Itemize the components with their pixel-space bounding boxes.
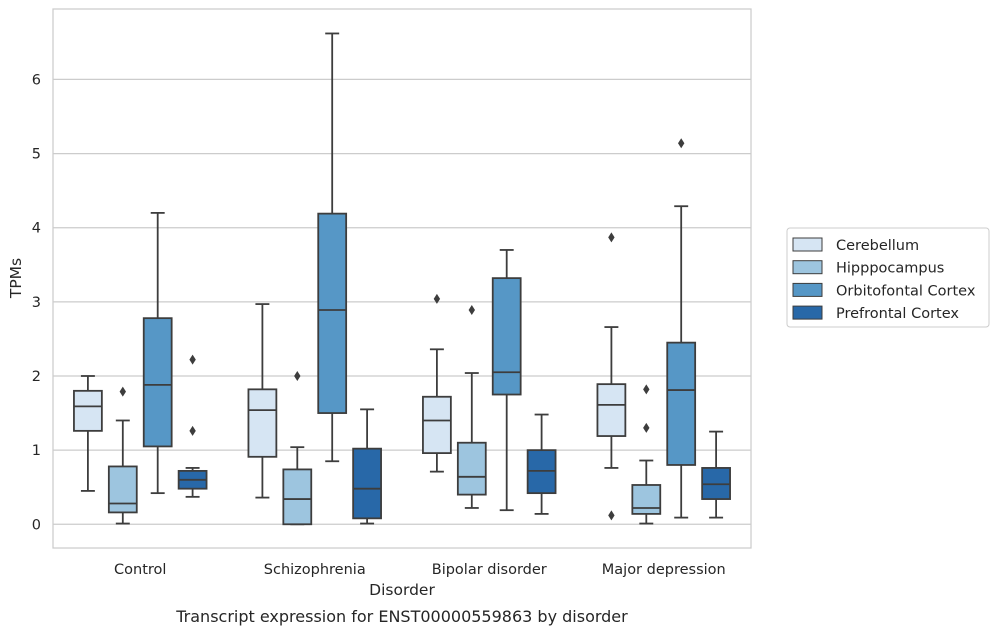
box-body	[631, 484, 662, 515]
plot-area	[52, 8, 752, 549]
x-tick-label: Control	[114, 562, 166, 578]
legend-swatch	[792, 305, 823, 320]
outlier-point	[433, 293, 441, 304]
x-tick-label: Schizophrenia	[264, 562, 366, 578]
box-body	[73, 389, 103, 432]
y-tick-label: 4	[32, 221, 41, 237]
legend-label: Prefrontal Cortex	[836, 306, 959, 322]
category-group	[73, 211, 208, 525]
box-body	[247, 388, 278, 458]
box-body	[317, 212, 348, 414]
box-body	[422, 395, 452, 455]
box-body	[491, 277, 522, 396]
box	[596, 232, 627, 521]
box	[107, 386, 138, 525]
box-body	[107, 465, 138, 514]
y-axis-label: TPMs	[7, 258, 25, 299]
box	[247, 303, 278, 499]
y-tick-label: 2	[32, 369, 41, 385]
y-tick-label: 3	[32, 295, 41, 311]
y-tick-label: 1	[32, 443, 41, 459]
box	[701, 430, 731, 519]
x-axis-label: Disorder	[369, 581, 435, 599]
outlier-point	[608, 232, 615, 243]
x-axis-ticks: Control Schizophrenia Bipolar disorder Majo…	[114, 562, 726, 578]
outlier-point	[608, 510, 615, 521]
box	[631, 384, 662, 525]
box-body	[456, 441, 487, 496]
box	[317, 32, 348, 463]
outlier-point	[643, 384, 650, 395]
box	[177, 354, 208, 498]
box-body	[352, 447, 382, 520]
legend-swatch	[792, 260, 823, 275]
legend-label: Hipppocampus	[836, 261, 944, 277]
y-tick-label: 5	[32, 147, 41, 163]
outlier-point	[189, 354, 196, 365]
legend-swatch	[792, 237, 823, 252]
box	[666, 138, 697, 519]
legend: Cerebellum Hipppocampus Orbitofontal Corte…	[786, 227, 990, 328]
box	[73, 375, 103, 492]
outlier-point	[643, 422, 650, 433]
legend-label: Cerebellum	[836, 238, 919, 254]
box-body	[596, 383, 627, 437]
category-group	[247, 32, 382, 526]
box	[526, 413, 557, 515]
box	[491, 249, 522, 512]
outlier-point	[294, 370, 301, 381]
box	[142, 211, 173, 495]
outlier-point	[678, 138, 685, 149]
box	[422, 293, 452, 473]
box	[352, 408, 382, 525]
outlier-point	[189, 425, 196, 436]
chart-caption: Transcript expression for ENST0000055986…	[175, 607, 628, 626]
box-groups	[73, 32, 731, 526]
y-tick-label: 6	[32, 72, 41, 88]
box	[456, 305, 487, 509]
outlier-point	[468, 305, 475, 316]
outlier-point	[119, 386, 126, 397]
y-tick-label: 0	[32, 517, 41, 533]
legend-label: Orbitofontal Cortex	[836, 283, 976, 299]
box	[282, 370, 313, 526]
legend-frame	[786, 227, 990, 328]
category-group	[596, 138, 731, 525]
x-tick-label: Bipolar disorder	[432, 562, 547, 578]
category-group	[422, 249, 557, 515]
box-body	[142, 317, 173, 448]
box-body	[666, 341, 697, 466]
box-body	[282, 468, 313, 526]
y-axis-ticks: 0 1 2 3 4 5 6	[32, 72, 41, 533]
legend-swatch	[792, 282, 823, 297]
x-tick-label: Major depression	[602, 562, 726, 578]
gridlines	[53, 78, 751, 525]
